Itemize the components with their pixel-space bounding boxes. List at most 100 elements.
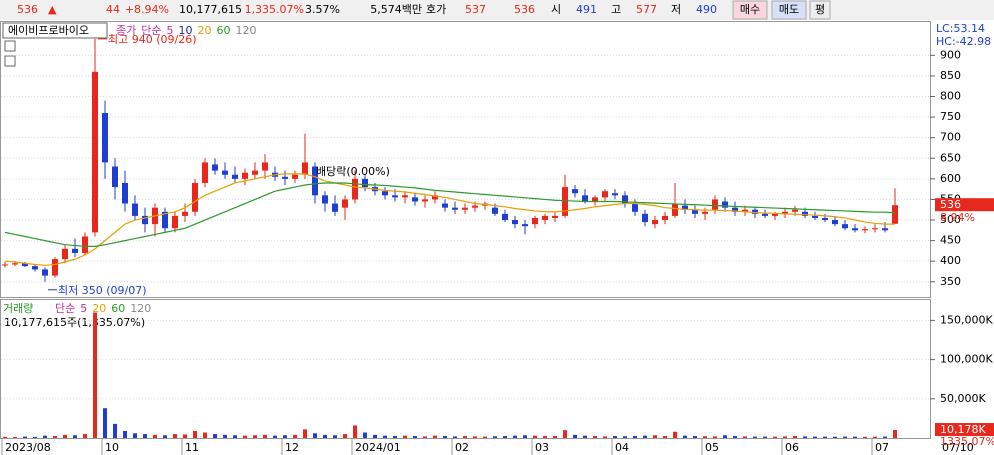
volume-bar [183, 434, 187, 438]
volume-bar [503, 436, 507, 438]
last-change: 8.94% [940, 211, 975, 224]
buy-label[interactable]: 매수 [740, 3, 760, 16]
avg-button[interactable] [809, 0, 831, 20]
volume-bar [403, 435, 407, 438]
volume-bar [283, 435, 287, 438]
volume-bar [333, 435, 337, 438]
last-rate: 1335.07% [940, 435, 994, 448]
volume-bar [243, 435, 247, 438]
tool-icon[interactable] [4, 55, 16, 67]
candle-body [22, 263, 28, 267]
candle-body [612, 193, 618, 196]
candle-body [812, 215, 818, 218]
candle-body [572, 189, 578, 194]
x-tick-label: 06 [785, 441, 799, 454]
volume-bar [863, 436, 867, 438]
avg-label[interactable]: 평 [815, 3, 825, 16]
volume-bar [813, 436, 817, 438]
y-tick-label: 750 [940, 110, 961, 123]
candle-body [282, 176, 288, 179]
volume-bar [33, 436, 37, 438]
last-volume: 10,178K [940, 423, 986, 436]
volume-bar [173, 434, 177, 438]
candle-body [392, 195, 398, 198]
open: 491 [576, 3, 597, 16]
candle-body [442, 203, 448, 208]
y-tick-label: 900 [940, 48, 961, 61]
y-tick-label: 400 [940, 254, 961, 267]
volume-rate: 1,335.07% [245, 3, 304, 16]
candle-body [182, 211, 188, 216]
price: 536 [17, 3, 38, 16]
candle-body [312, 166, 318, 196]
ma-line [4, 182, 896, 247]
y-tick-label: 50,000K [940, 392, 986, 405]
candle-body [632, 203, 638, 212]
candle-body [252, 170, 258, 175]
candle-body [422, 199, 428, 202]
change: 44 [106, 3, 120, 16]
volume-bar [43, 435, 47, 438]
buy-button[interactable] [732, 0, 768, 20]
volume-bar [593, 436, 597, 438]
candle-body [512, 220, 518, 225]
candle-body [722, 201, 728, 208]
legend-item: 60 [217, 24, 231, 37]
candle-body [682, 205, 688, 210]
volume-bar [293, 434, 297, 438]
candle-body [742, 209, 748, 212]
volume-summary: 10,177,615주(1,335.07%) [4, 316, 145, 329]
candle-body [822, 217, 828, 221]
volume-bar [543, 436, 547, 438]
x-tick-label: 2024/01 [355, 441, 401, 454]
candle-body [12, 263, 18, 265]
volume-bar [383, 435, 387, 438]
candle-body [712, 199, 718, 210]
volume-bar [63, 434, 67, 438]
legend-item: 단순 [55, 302, 75, 315]
candle-body [172, 215, 178, 229]
candle-body [212, 164, 218, 171]
x-tick-label: 11 [185, 441, 199, 454]
legend-item: 5 [167, 24, 174, 37]
volume-bar [303, 429, 307, 438]
legend-item: 20 [198, 24, 212, 37]
sell-button[interactable] [771, 0, 807, 20]
y-tick-label: 100,000K [940, 353, 993, 366]
candle-body [462, 207, 468, 210]
candle-body [872, 228, 878, 230]
candle-body [832, 220, 838, 225]
volume-bar [223, 434, 227, 438]
y-tick-label: 700 [940, 131, 961, 144]
volume-bar [713, 436, 717, 438]
volume-bar [163, 435, 167, 438]
candle-body [862, 229, 868, 231]
legend-item: 종가 [116, 24, 136, 37]
candle-body [852, 228, 858, 231]
volume-bar [343, 434, 347, 438]
title-box [2, 22, 108, 39]
tool-icon[interactable] [4, 40, 16, 52]
candle-body [562, 187, 568, 216]
sell-label[interactable]: 매도 [779, 3, 799, 16]
high-label: 고 [611, 3, 621, 16]
volume-title: 거래량 [3, 302, 33, 315]
volume-bar [613, 436, 617, 438]
price-panel [0, 21, 931, 298]
volume-bar [643, 435, 647, 438]
turnover: 3.57% [305, 3, 340, 16]
candle-body [292, 174, 298, 179]
volume-bar [763, 436, 767, 438]
legend-item: 10 [179, 24, 193, 37]
volume-bar [783, 436, 787, 438]
candle-body [132, 203, 138, 216]
volume-bar [353, 425, 357, 438]
y-tick-label: 150,000K [940, 313, 993, 326]
candle-body [892, 205, 898, 224]
volume-bar [773, 436, 777, 438]
last-price: 536 [940, 198, 961, 211]
volume-bar [203, 432, 207, 438]
candle-body [302, 162, 308, 175]
volume-bar [73, 435, 77, 438]
candle-body [342, 199, 348, 208]
